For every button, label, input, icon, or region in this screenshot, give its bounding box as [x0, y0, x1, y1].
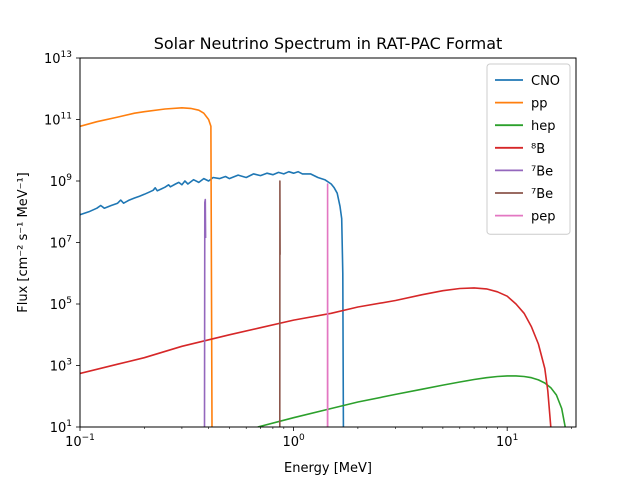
y-tick-label: 105: [50, 296, 72, 313]
x-tick-label: 10−1: [65, 433, 95, 450]
y-tick-base: 10: [50, 421, 67, 436]
y-tick-exponent: 1: [66, 419, 72, 429]
x-tick-base: 10: [496, 435, 513, 450]
y-tick-base: 10: [50, 175, 67, 190]
y-tick-exponent: 13: [61, 50, 72, 60]
legend-label: ⁷Be: [531, 187, 553, 202]
x-tick-exponent: −1: [82, 433, 95, 443]
x-tick-label: 101: [496, 433, 518, 450]
plot-frame: [79, 57, 577, 428]
y-tick-label: 101: [50, 419, 72, 436]
y-tick-base: 10: [50, 237, 67, 252]
y-tick-label: 103: [50, 358, 72, 375]
y-tick-base: 10: [50, 298, 67, 313]
legend-label: ⁷Be: [531, 164, 553, 179]
x-tick-label: 100: [282, 433, 305, 450]
y-tick-exponent: 5: [66, 296, 72, 306]
legend-label: ⁸B: [531, 142, 545, 157]
legend-label: pp: [531, 97, 548, 112]
y-tick-label: 109: [50, 173, 73, 190]
series-line: [80, 287, 552, 427]
y-tick-base: 10: [50, 360, 67, 375]
y-tick-base: 10: [44, 52, 61, 67]
x-axis-label: Energy [MeV]: [284, 461, 372, 476]
series-layer: [80, 107, 566, 427]
legend-label: CNO: [531, 74, 560, 89]
y-tick-exponent: 9: [66, 173, 72, 183]
legend-box: [486, 63, 571, 235]
x-tick-base: 10: [65, 435, 82, 450]
x-tick-exponent: 1: [513, 433, 519, 443]
legend-label: pep: [531, 210, 556, 225]
legend-label: hep: [531, 119, 556, 134]
y-tick-exponent: 3: [66, 358, 72, 368]
y-tick-base: 10: [44, 114, 61, 129]
series-line: [80, 107, 213, 427]
y-tick-label: 1011: [44, 112, 72, 129]
series-line: [80, 170, 345, 427]
legend: CNO pp hep ⁸B ⁷Be ⁷Be pep: [486, 63, 571, 235]
y-tick-label: 1013: [44, 50, 72, 67]
series-line: [203, 198, 207, 427]
y-tick-label: 107: [50, 235, 72, 252]
y-axis-label: Flux [cm⁻² s⁻¹ MeV⁻¹]: [16, 172, 31, 312]
x-tick-exponent: 0: [299, 433, 305, 443]
y-tick-exponent: 11: [61, 112, 72, 122]
chart-title: Solar Neutrino Spectrum in RAT-PAC Forma…: [154, 34, 503, 53]
y-tick-exponent: 7: [66, 235, 72, 245]
series-line: [257, 375, 566, 427]
x-tick-base: 10: [282, 435, 299, 450]
